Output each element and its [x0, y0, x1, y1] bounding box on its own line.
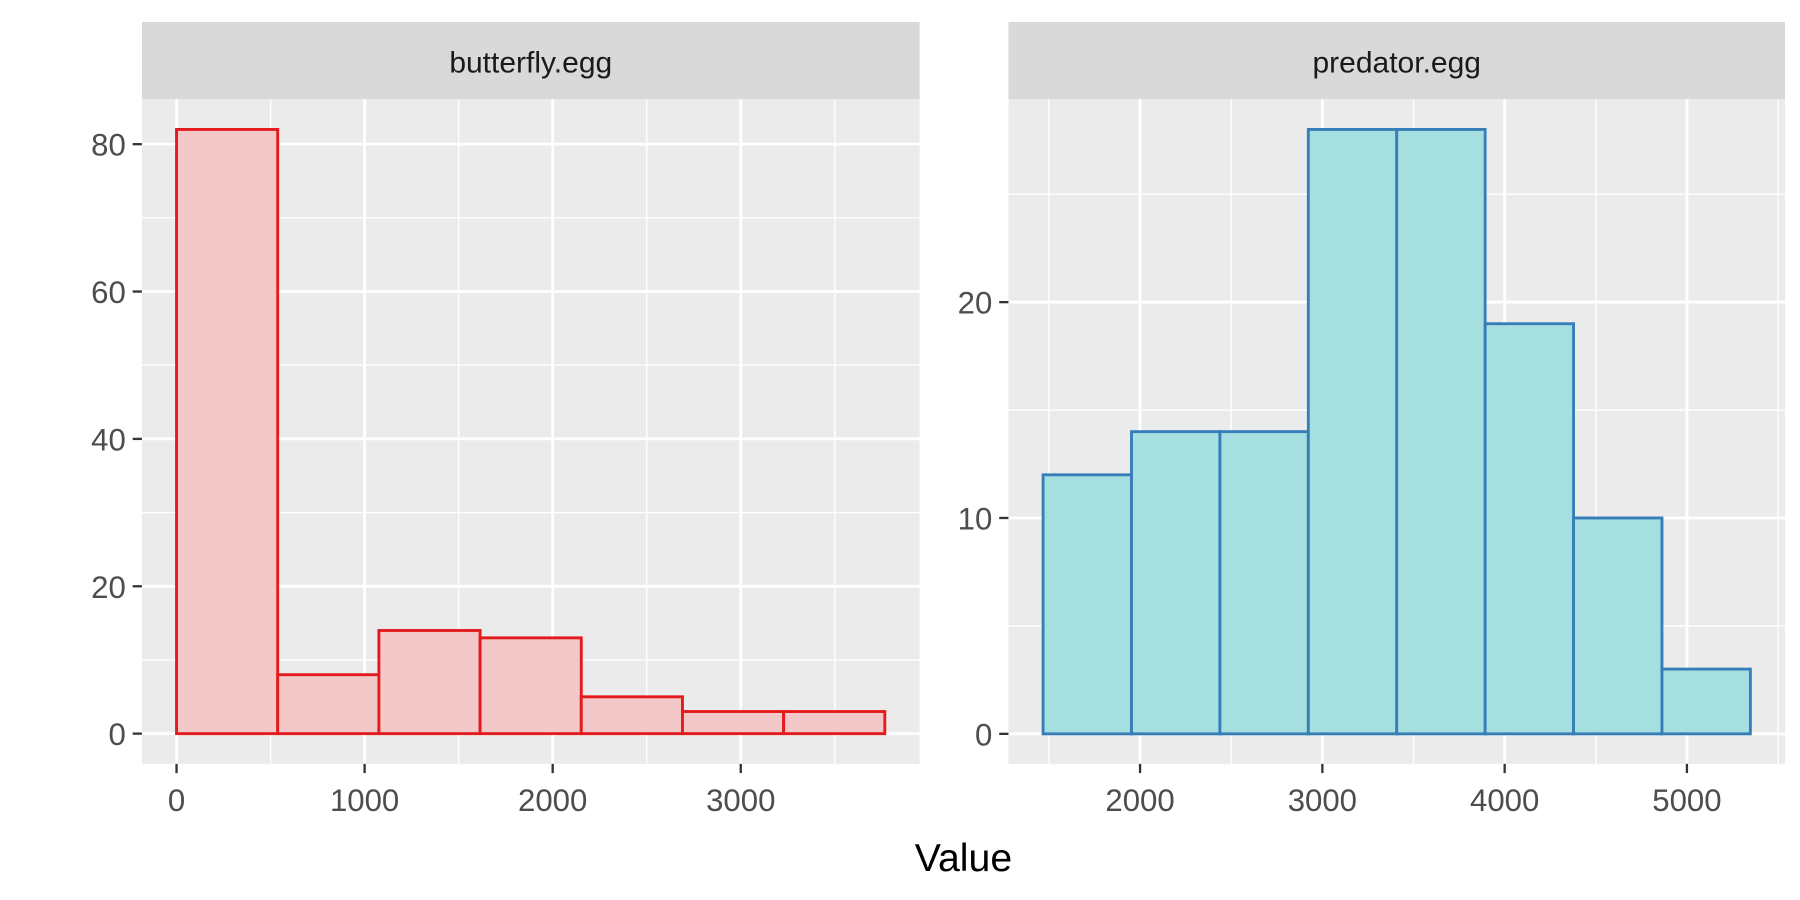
x-tick-label: 2000 [518, 783, 587, 818]
histogram-bar [1306, 128, 1399, 736]
histogram-bar [1041, 473, 1133, 736]
histogram-bar [1395, 128, 1487, 736]
y-tick-label: 0 [975, 717, 992, 752]
strip-background [1008, 21, 1785, 100]
strip-title: butterfly.egg [449, 47, 612, 80]
histogram-bar [276, 673, 381, 736]
histogram-bar [1218, 430, 1310, 736]
x-tick-label: 2000 [1105, 783, 1174, 818]
x-tick-label: 4000 [1470, 783, 1539, 818]
histogram-bar [1483, 322, 1575, 736]
y-tick-label: 10 [958, 502, 993, 537]
y-tick-label: 20 [91, 570, 126, 605]
strip-background [141, 21, 920, 100]
y-tick-label: 80 [91, 128, 126, 163]
y-tick-label: 20 [958, 286, 993, 321]
x-axis-label: Value [915, 836, 1012, 880]
x-tick-label: 0 [168, 783, 185, 818]
x-tick-label: 5000 [1652, 783, 1721, 818]
histogram-bar [1572, 516, 1664, 736]
histogram-bar [681, 710, 786, 736]
y-tick-label: 0 [108, 717, 125, 752]
x-tick-label: 3000 [706, 783, 775, 818]
histogram-bar [579, 695, 684, 736]
histogram-bar [175, 127, 280, 736]
y-tick-label: 60 [91, 275, 126, 310]
x-tick-label: 3000 [1288, 783, 1357, 818]
x-tick-label: 1000 [330, 783, 399, 818]
histogram-bar [478, 636, 583, 736]
y-tick-label: 40 [91, 422, 126, 457]
strip-title: predator.egg [1312, 47, 1480, 80]
histogram-bar [782, 710, 887, 736]
histogram-bar [1130, 430, 1222, 736]
histogram-bar [377, 629, 482, 736]
histogram-bar [1660, 667, 1752, 736]
